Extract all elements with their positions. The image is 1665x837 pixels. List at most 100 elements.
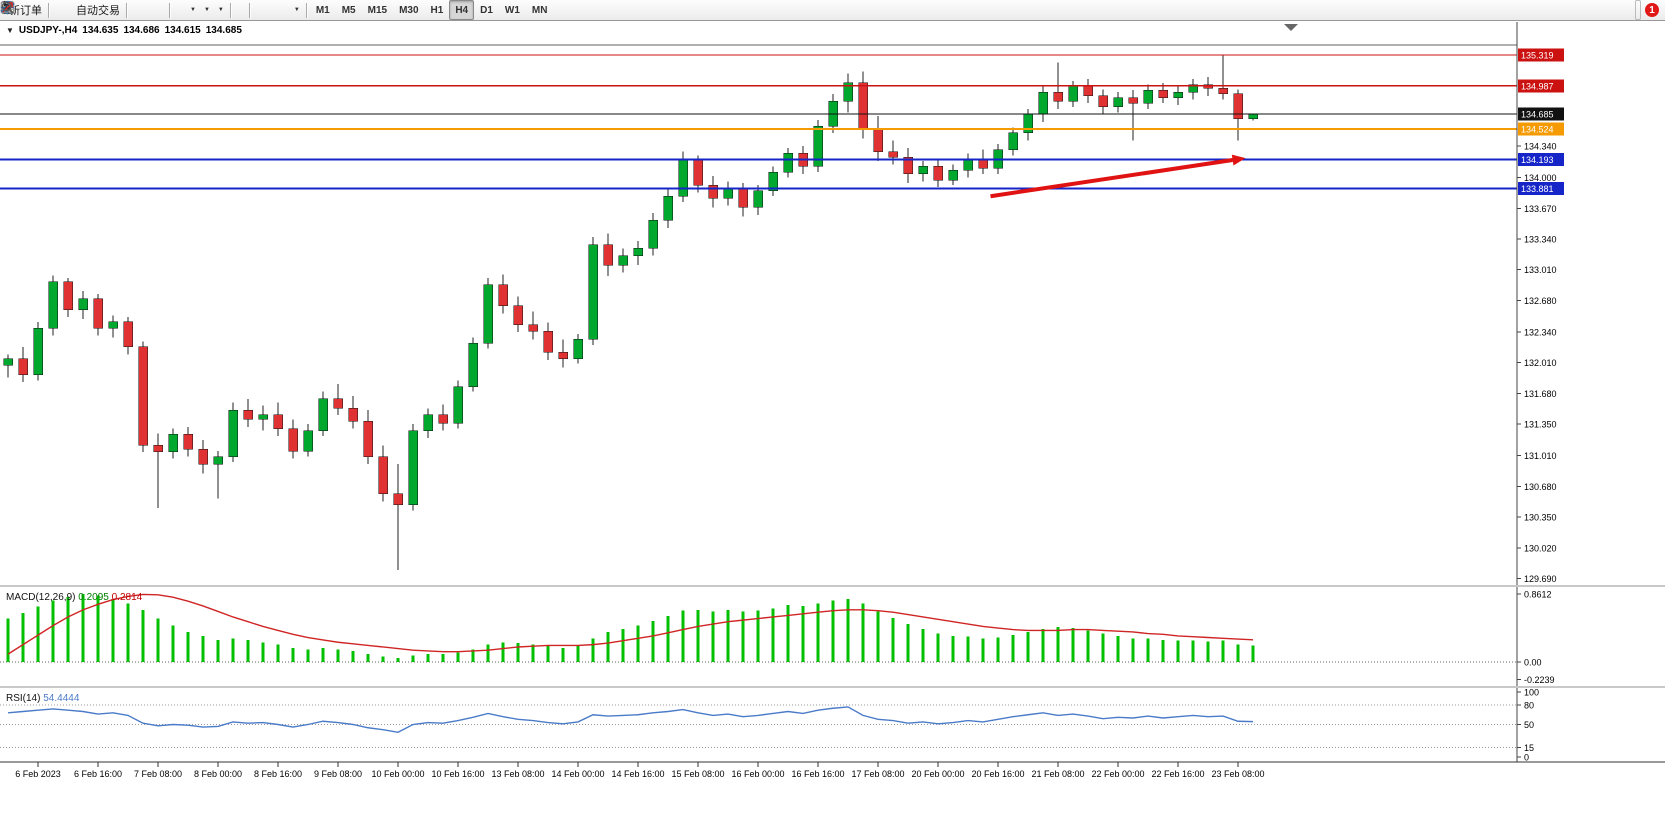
macd-histogram-bar — [276, 644, 280, 662]
chevron-down-icon: ▼ — [203, 7, 210, 13]
macd-histogram-bar — [81, 594, 85, 662]
candle-down — [378, 456, 388, 495]
candle-down — [348, 408, 358, 422]
candle-up — [453, 386, 463, 424]
candle-down — [1158, 89, 1168, 98]
time-axis-label: 15 Feb 08:00 — [671, 769, 724, 779]
macd-histogram-bar — [546, 646, 550, 662]
macd-axis-label: 0.8612 — [1524, 589, 1552, 599]
candle-down — [123, 321, 133, 348]
candle-up — [648, 220, 658, 249]
trendline-button[interactable] — [1, 0, 271, 20]
timeframe-toolbar: M1 M5 M15 M30 H1 H4 D1 W1 MN — [310, 0, 554, 20]
new-chart-button[interactable]: ▼ — [0, 0, 199, 20]
timeframe-w1-button[interactable]: W1 — [504, 4, 520, 16]
macd-histogram-bar — [981, 638, 985, 662]
timeframe-d1-button[interactable]: D1 — [480, 4, 493, 16]
cursor-button[interactable] — [3, 0, 240, 20]
time-axis-label: 9 Feb 08:00 — [314, 769, 362, 779]
candle-down — [543, 330, 553, 353]
svg-text:A: A — [3, 3, 11, 15]
macd-histogram-bar — [1251, 645, 1255, 662]
timeframe-h4-button[interactable]: H4 — [449, 0, 475, 20]
search-button[interactable] — [1, 0, 1641, 20]
one-click-trading-toggle[interactable]: ▼ — [6, 26, 14, 35]
macd-histogram-bar — [126, 603, 130, 662]
macd-histogram-bar — [816, 603, 820, 662]
candle-down — [1218, 88, 1228, 95]
templates-button[interactable]: ▼ — [0, 0, 227, 20]
channel-button[interactable] — [0, 0, 277, 20]
candle-up — [783, 153, 793, 173]
notification-badge[interactable]: 1 — [1645, 3, 1659, 17]
autotrading-button[interactable]: 自动交易 — [3, 0, 123, 20]
macd-histogram-bar — [936, 633, 940, 662]
macd-histogram-bar — [156, 618, 160, 662]
price-axis-label: 130.020 — [1524, 543, 1557, 553]
macd-histogram-bar — [231, 638, 235, 662]
timeframe-m15-button[interactable]: M15 — [367, 4, 388, 16]
macd-histogram-bar — [846, 598, 850, 662]
macd-histogram-bar — [486, 644, 490, 662]
macd-histogram-bar — [516, 643, 520, 662]
candle-down — [1233, 93, 1243, 119]
price-axis-label: 129.690 — [1524, 574, 1557, 584]
horizontal-line-button[interactable] — [0, 0, 265, 20]
candle-up — [723, 188, 733, 199]
rsi-axis-label: 50 — [1524, 720, 1534, 730]
macd-histogram-bar — [351, 650, 355, 662]
periods-button[interactable]: ▼ — [1, 0, 213, 20]
macd-histogram-bar — [1101, 633, 1105, 662]
text-label-button[interactable]: A — [3, 0, 289, 20]
chevron-down-icon: ▼ — [190, 7, 196, 13]
timeframe-m5-button[interactable]: M5 — [341, 4, 356, 16]
symbol-header: ▼ USDJPY-,H4 134.635 134.686 134.615 134… — [6, 25, 242, 36]
candle-up — [303, 430, 313, 452]
pane-separator[interactable] — [0, 585, 1665, 587]
macd-histogram-bar — [756, 610, 760, 662]
macd-histogram-bar — [171, 625, 175, 662]
candle-down — [708, 184, 718, 199]
candle-up — [1188, 84, 1198, 93]
fibonacci-button[interactable] — [0, 0, 283, 20]
candle-up — [1068, 86, 1078, 102]
macd-histogram-bar — [576, 646, 580, 662]
time-axis-label: 7 Feb 08:00 — [134, 769, 182, 779]
macd-histogram-bar — [861, 603, 865, 662]
macd-histogram-bar — [876, 611, 880, 662]
pane-separator[interactable] — [0, 686, 1665, 688]
macd-histogram-bar — [261, 642, 265, 662]
indicators-button[interactable] — [1, 0, 166, 20]
macd-histogram-bar — [6, 618, 10, 662]
candle-up — [843, 82, 853, 102]
timeframe-h1-button[interactable]: H1 — [430, 4, 444, 16]
crosshair-button[interactable] — [0, 0, 246, 20]
trend-arrow-line[interactable] — [990, 158, 1233, 199]
chart-shift-marker[interactable] — [1284, 24, 1298, 31]
timeframe-m1-button[interactable]: M1 — [315, 4, 330, 16]
arrows-button[interactable]: ▼ — [2, 0, 303, 20]
macd-histogram-bar — [1056, 627, 1060, 662]
macd-histogram-bar — [501, 642, 505, 662]
price-line-badge — [1518, 153, 1564, 167]
macd-histogram-bar — [1221, 640, 1225, 662]
time-axis-label: 20 Feb 16:00 — [971, 769, 1024, 779]
macd-histogram-bar — [996, 637, 1000, 662]
timeframe-mn-button[interactable]: MN — [531, 4, 548, 16]
trend-arrow-head[interactable] — [1231, 154, 1246, 166]
price-line-badge-label: 135.319 — [1521, 50, 1554, 60]
macd-histogram-bar — [411, 655, 415, 662]
price-line-badge-label: 134.193 — [1521, 155, 1554, 165]
vertical-line-button[interactable] — [6, 0, 259, 20]
chevron-down-icon: ▼ — [217, 7, 224, 13]
macd-histogram-bar — [591, 638, 595, 662]
timeframe-m30-button[interactable]: M30 — [399, 4, 419, 16]
candle-down — [393, 493, 403, 506]
new-order-button-label: 新订单 — [9, 5, 42, 17]
time-axis-label: 17 Feb 08:00 — [851, 769, 904, 779]
macd-histogram-bar — [786, 605, 790, 662]
candle-down — [18, 358, 28, 376]
macd-histogram-bar — [1206, 641, 1210, 662]
candle-down — [243, 409, 253, 420]
